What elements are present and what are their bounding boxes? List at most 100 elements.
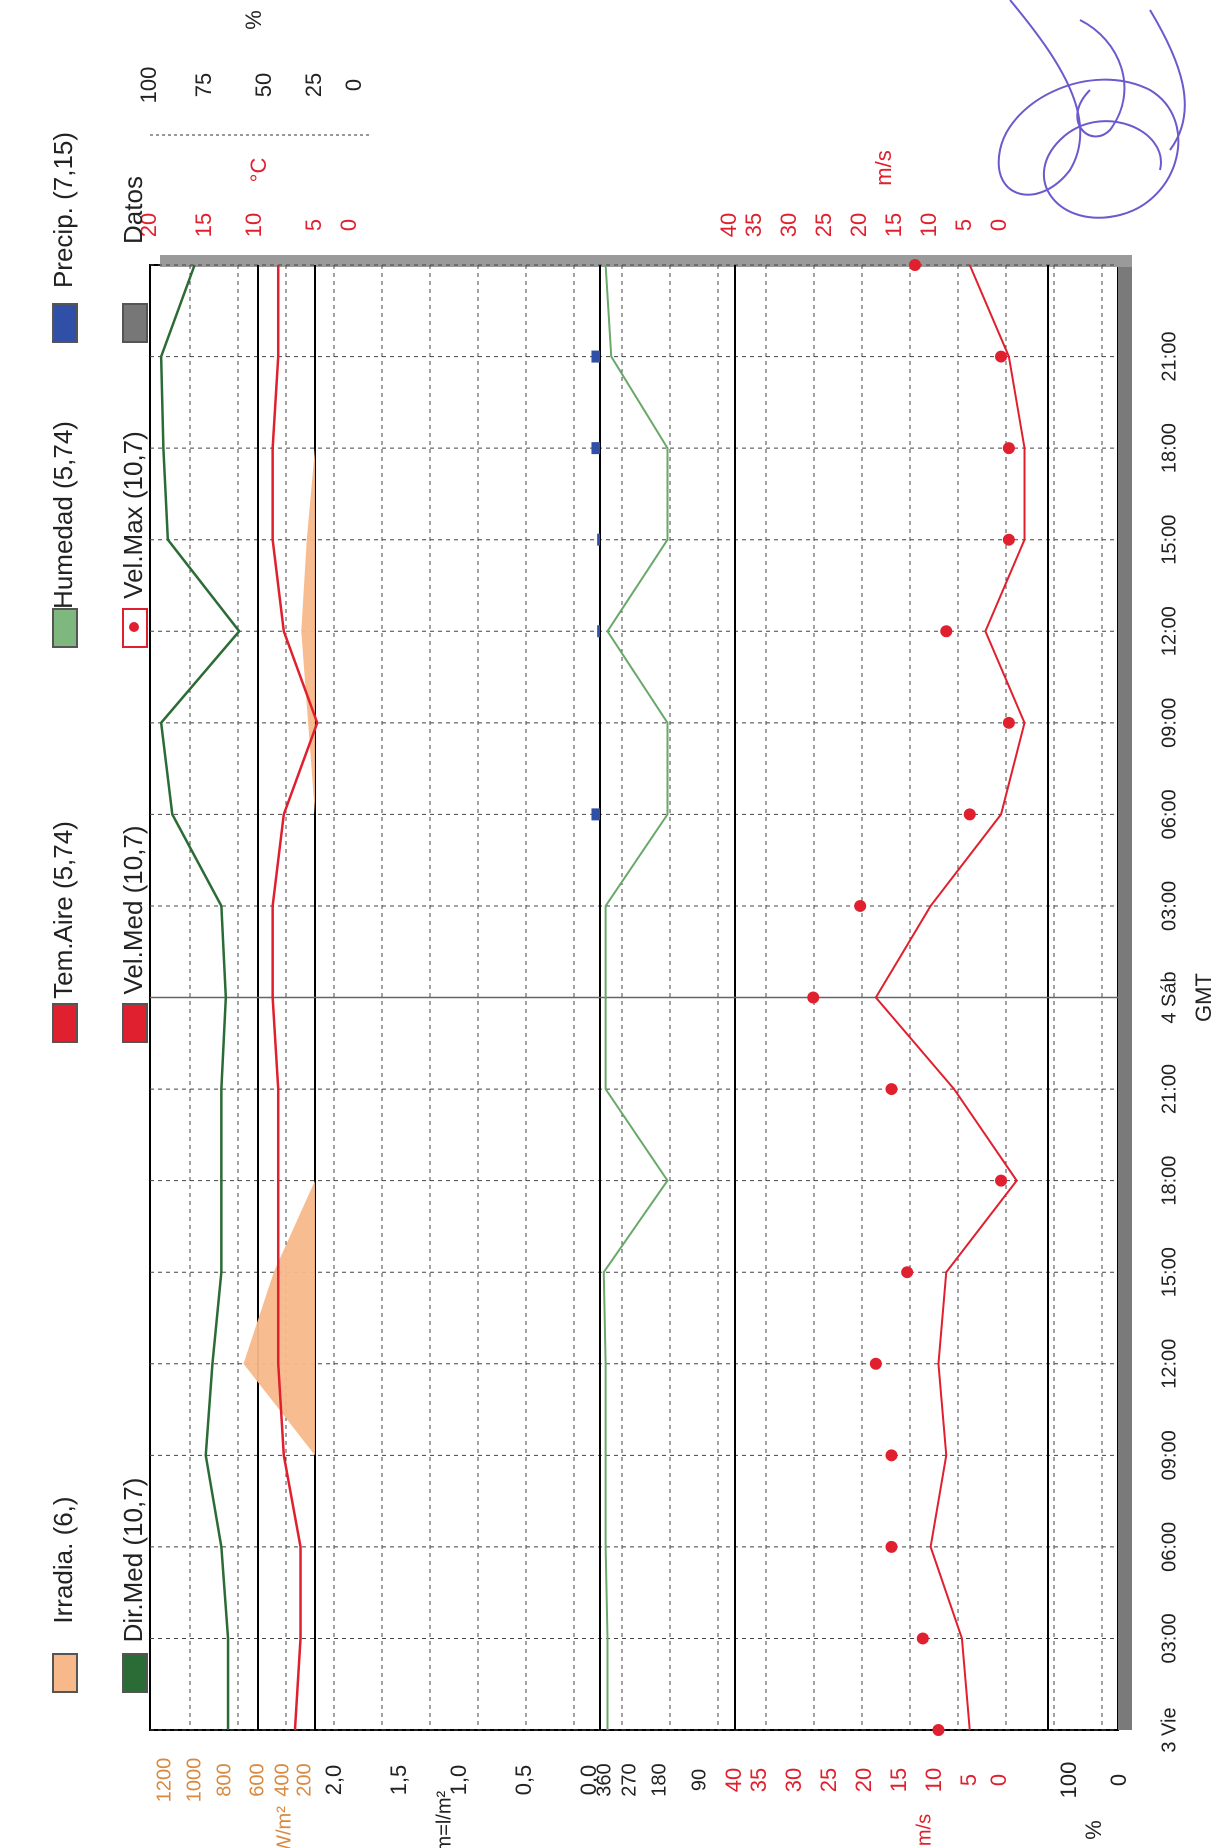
signature-scribble — [997, 0, 1186, 219]
wind-top-tick: 5 — [951, 219, 976, 231]
humidity-tick: 50 — [251, 73, 276, 97]
wind-tick: 25 — [816, 1768, 841, 1792]
temp-tick: 15 — [191, 213, 216, 237]
vel-med-line — [874, 264, 1026, 1731]
legend-swatch — [122, 1653, 148, 1693]
temp-air-line — [271, 265, 319, 1731]
vel-max-point — [940, 625, 953, 638]
dir-med-line — [602, 264, 669, 1730]
vel-max-point — [807, 991, 820, 1004]
legend-swatch — [52, 1653, 78, 1693]
vel-max-point — [932, 1724, 945, 1736]
wind-tick: 5 — [956, 1774, 981, 1786]
precip-unit: mm=l/m² — [433, 1791, 455, 1848]
time-tick-label: 21:00 — [1158, 1064, 1180, 1114]
irradiance-tick: 400 — [271, 1763, 293, 1796]
wind-tick: 30 — [781, 1768, 806, 1792]
wind-top-tick: 15 — [881, 213, 906, 237]
precip-tick: 2,0 — [321, 1765, 346, 1796]
precip-bar — [597, 625, 600, 638]
legend-label: Dir.Med (10,7) — [118, 1478, 148, 1643]
direction-tick: 90 — [688, 1769, 710, 1791]
wind-unit: m/s — [913, 1814, 935, 1846]
legend-label: Precip. (7,15) — [48, 132, 78, 288]
time-tick-label: 09:00 — [1158, 1430, 1180, 1480]
time-tick-label: 12:00 — [1158, 1339, 1180, 1389]
legend-swatch — [122, 303, 148, 343]
legend-swatch-dot — [129, 622, 139, 632]
humidity-unit: % — [241, 10, 266, 30]
time-tick-label: 15:00 — [1158, 515, 1180, 565]
vel-max-point — [901, 1266, 914, 1279]
chart-legend: Irradia. (6,) Tem.Aire (5,74) Humedad (5,7… — [48, 132, 148, 1693]
vel-max-point — [885, 1083, 898, 1096]
vel-max-point — [908, 259, 921, 271]
percent-tick: 100 — [1056, 1762, 1081, 1799]
wind-top-tick: 35 — [741, 213, 766, 237]
wind-tick: 40 — [721, 1768, 746, 1792]
vel-max-point — [916, 1632, 929, 1645]
precip-bar — [591, 350, 600, 363]
wind-tick: 35 — [746, 1768, 771, 1792]
time-tick-label: 06:00 — [1158, 789, 1180, 839]
vel-max-point — [1002, 716, 1015, 729]
vel-max-point — [963, 808, 976, 821]
temp-tick: 10 — [241, 213, 266, 237]
irradiance-area — [243, 265, 315, 1730]
time-tick-label: 06:00 — [1158, 1522, 1180, 1572]
vel-max-point — [885, 1449, 898, 1462]
humidity-tick: 100 — [136, 67, 161, 104]
temp-tick: 5 — [301, 219, 326, 231]
vel-max-point — [995, 350, 1008, 363]
chart-axes: 3 Vie 03:00 06:00 09:00 12:00 15:00 18:00 21:00… — [136, 10, 1216, 1848]
time-tick-label: 21:00 — [1158, 332, 1180, 382]
humidity-line — [159, 264, 241, 1730]
chart-series — [159, 259, 1026, 1736]
legend-label: Tem.Aire (5,74) — [48, 821, 78, 999]
precip-bar — [591, 808, 600, 821]
wind-tick: 0 — [986, 1774, 1011, 1786]
wind-top-tick: 25 — [811, 213, 836, 237]
direction-tick: 360 — [593, 1763, 615, 1796]
irradiance-unit: W/m² — [273, 1806, 295, 1848]
legend-label: Humedad (5,74) — [48, 421, 78, 609]
wind-tick: 10 — [921, 1768, 946, 1792]
legend-swatch — [52, 303, 78, 343]
direction-tick: 270 — [618, 1763, 640, 1796]
wind-top-tick: 20 — [846, 213, 871, 237]
irradiance-tick: 600 — [246, 1763, 268, 1796]
wind-top-tick: 40 — [716, 213, 741, 237]
irradiance-tick: 1200 — [153, 1758, 175, 1803]
vel-max-point — [854, 899, 867, 912]
temp-unit: °C — [246, 158, 271, 183]
time-tick-label: 09:00 — [1158, 698, 1180, 748]
wind-top-unit: m/s — [871, 150, 896, 185]
legend-label: Datos — [118, 176, 148, 244]
panel-dividers — [150, 265, 1118, 1730]
vel-max-point — [1002, 533, 1015, 546]
legend-swatch — [122, 1003, 148, 1043]
legend-swatch — [52, 1003, 78, 1043]
precip-tick: 1,0 — [446, 1765, 471, 1796]
humidity-tick: 75 — [191, 73, 216, 97]
time-tick-label: 03:00 — [1158, 881, 1180, 931]
wind-tick: 20 — [851, 1768, 876, 1792]
datos-band — [1118, 265, 1132, 1730]
legend-label: Vel.Med (10,7) — [118, 825, 148, 994]
irradiance-tick: 200 — [293, 1763, 315, 1796]
time-tick-label: 15:00 — [1158, 1247, 1180, 1297]
vel-max-point — [995, 1174, 1008, 1187]
time-tick-label: 03:00 — [1158, 1613, 1180, 1663]
legend-label: Vel.Max (10,7) — [118, 431, 148, 599]
gmt-label: GMT — [1191, 973, 1216, 1022]
wind-top-tick: 30 — [776, 213, 801, 237]
datos-band-top — [160, 255, 1132, 267]
wind-tick: 15 — [886, 1768, 911, 1792]
temp-tick: 0 — [336, 219, 361, 231]
time-tick-label: 18:00 — [1158, 1156, 1180, 1206]
vel-max-point — [1002, 442, 1015, 455]
wind-top-tick: 0 — [986, 219, 1011, 231]
legend-label: Irradia. (6,) — [48, 1496, 78, 1623]
humidity-tick: 0 — [341, 79, 366, 91]
